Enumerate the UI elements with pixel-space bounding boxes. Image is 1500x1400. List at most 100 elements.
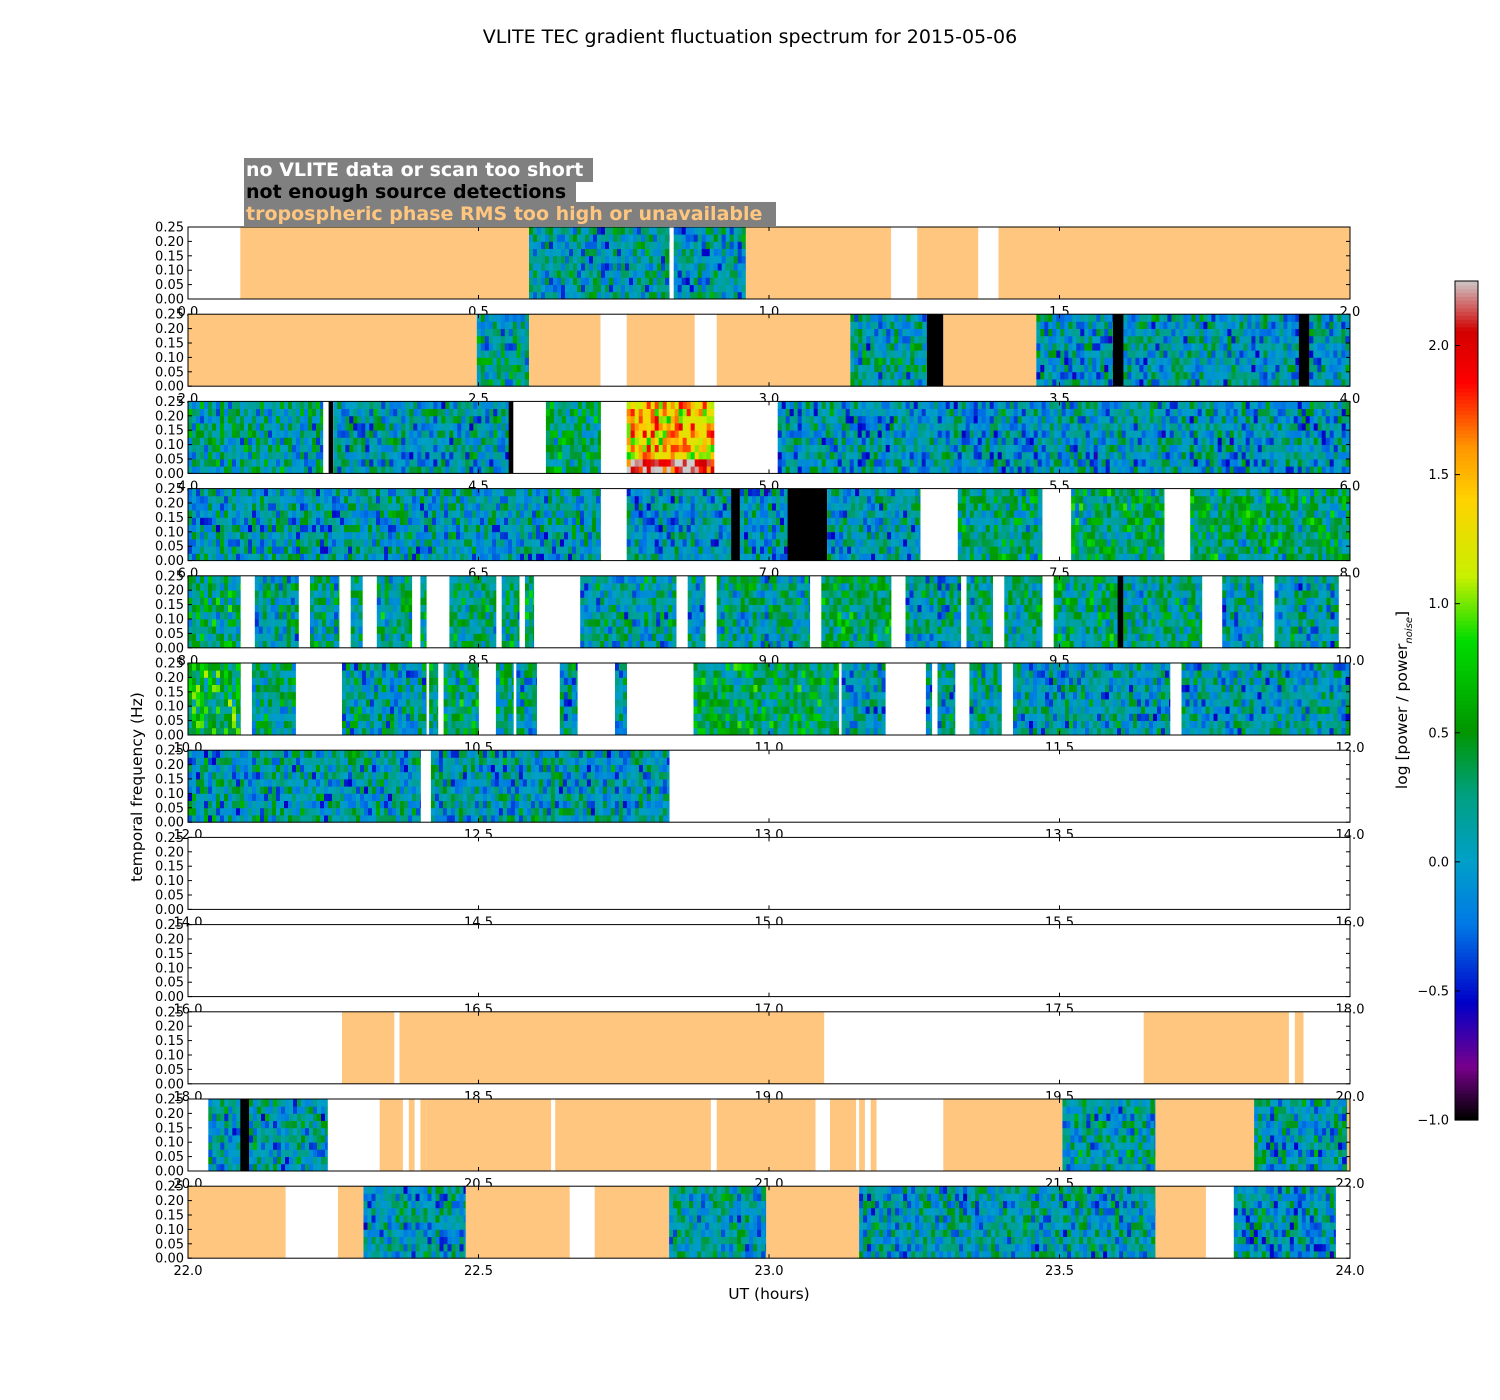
spectrum-cell	[845, 444, 851, 453]
spectrum-cell	[1293, 459, 1299, 467]
spectrum-cell	[541, 270, 546, 278]
spectrum-cell	[817, 415, 823, 424]
spectrum-cell	[1321, 321, 1326, 329]
spectrum-cell	[485, 401, 490, 409]
spectrum-cell	[702, 415, 708, 424]
spectrum-cell	[1211, 314, 1216, 322]
spectrum-cell	[308, 539, 313, 547]
spectrum-cell	[496, 371, 502, 380]
spectrum-cell	[1097, 437, 1103, 445]
spectrum-cell	[316, 524, 321, 533]
spectrum-cell	[268, 430, 273, 438]
spectrum-cell	[260, 546, 265, 554]
spectrum-cell	[710, 444, 715, 453]
spectrum-cell	[1179, 371, 1184, 380]
spectrum-cell	[344, 510, 349, 518]
spectrum-cell	[404, 546, 409, 554]
spectrum-cell	[1037, 466, 1043, 474]
spectrum-cell	[549, 408, 555, 417]
spectrum-cell	[328, 524, 333, 533]
spectrum-cell	[1295, 328, 1300, 337]
spectrum-cell	[1175, 379, 1180, 387]
spectrum-cell	[565, 248, 570, 257]
spectrum-cell	[661, 248, 666, 257]
spectrum-cell	[1277, 459, 1283, 467]
spectrum-cell	[1127, 314, 1132, 322]
spectrum-cell	[589, 284, 594, 293]
spectrum-cell	[1068, 328, 1073, 337]
spectrum-cell	[569, 284, 574, 293]
spectrum-cell	[1056, 335, 1061, 344]
spectrum-cell	[581, 248, 586, 257]
spectrum-cell	[585, 466, 591, 474]
spectrum-cell	[1253, 466, 1259, 474]
spectrum-cell	[882, 379, 887, 387]
spectrum-cell	[473, 437, 478, 445]
spectrum-cell	[833, 444, 839, 453]
spectrum-cell	[1239, 343, 1244, 351]
spectrum-cell	[445, 401, 450, 409]
spectrum-cell	[1155, 379, 1160, 387]
spectrum-cell	[1219, 343, 1224, 351]
spectrum-cell	[228, 495, 233, 504]
spectrum-cell	[1265, 437, 1271, 445]
spectrum-cell	[1133, 423, 1139, 431]
spectrum-cell	[1005, 423, 1011, 431]
spectrum-cell	[264, 488, 269, 497]
spectrum-cell	[633, 270, 638, 278]
spectrum-cell	[1201, 444, 1207, 453]
spectrum-cell	[1147, 357, 1152, 365]
spectrum-cell	[918, 371, 923, 380]
spectrum-cell	[813, 459, 819, 467]
spectrum-cell	[1321, 444, 1327, 453]
spectrum-cell	[1052, 379, 1057, 387]
spectrum-cell	[1037, 415, 1043, 424]
spectrum-cell	[336, 531, 341, 540]
spectrum-cell	[886, 350, 891, 358]
spectrum-cell	[877, 415, 883, 424]
spectrum-cell	[504, 371, 510, 380]
spectrum-cell	[937, 451, 943, 460]
spectrum-cell	[348, 510, 353, 518]
spectrum-cell	[701, 270, 707, 278]
spectrum-cell	[524, 321, 530, 329]
spectrum-cell	[1195, 343, 1200, 351]
spectrum-cell	[653, 248, 658, 257]
spectrum-cell	[1005, 466, 1011, 474]
spectrum-cell	[1211, 379, 1216, 387]
spectrum-cell	[673, 291, 679, 300]
spectrum-cell	[1133, 430, 1139, 438]
spectrum-cell	[1073, 408, 1079, 417]
spectrum-cell	[1235, 379, 1240, 387]
spectrum-cell	[1129, 423, 1135, 431]
spectrum-cell	[933, 444, 939, 453]
spectrum-cell	[854, 364, 859, 373]
spectrum-cell	[1341, 459, 1347, 467]
spectrum-cell	[902, 335, 907, 344]
spectrum-cell	[1141, 451, 1147, 460]
spectrum-cell	[825, 459, 831, 467]
spectrum-cell	[392, 503, 397, 511]
spectrum-cell	[236, 488, 241, 497]
spectrum-cell	[1283, 364, 1288, 373]
spectrum-cell	[320, 423, 324, 431]
spectrum-cell	[340, 517, 345, 525]
spectrum-cell	[212, 495, 217, 504]
spectrum-cell	[1033, 437, 1039, 445]
spectrum-cell	[597, 423, 601, 431]
spectrum-cell	[909, 430, 915, 438]
spectrum-cell	[373, 466, 378, 474]
spectrum-cell	[1297, 430, 1303, 438]
spectrum-cell	[1125, 423, 1131, 431]
spectrum-cell	[1297, 415, 1303, 424]
spectrum-cell	[1241, 451, 1247, 460]
spectrum-cell	[520, 379, 526, 387]
spectrum-cell	[1177, 444, 1183, 453]
spectrum-cell	[1187, 314, 1192, 322]
spectrum-cell	[793, 459, 799, 467]
spectrum-cell	[188, 408, 193, 417]
spectrum-cell	[789, 430, 795, 438]
spectrum-cell	[1223, 357, 1228, 365]
spectrum-cell	[545, 227, 550, 235]
spectrum-cell	[577, 234, 582, 242]
